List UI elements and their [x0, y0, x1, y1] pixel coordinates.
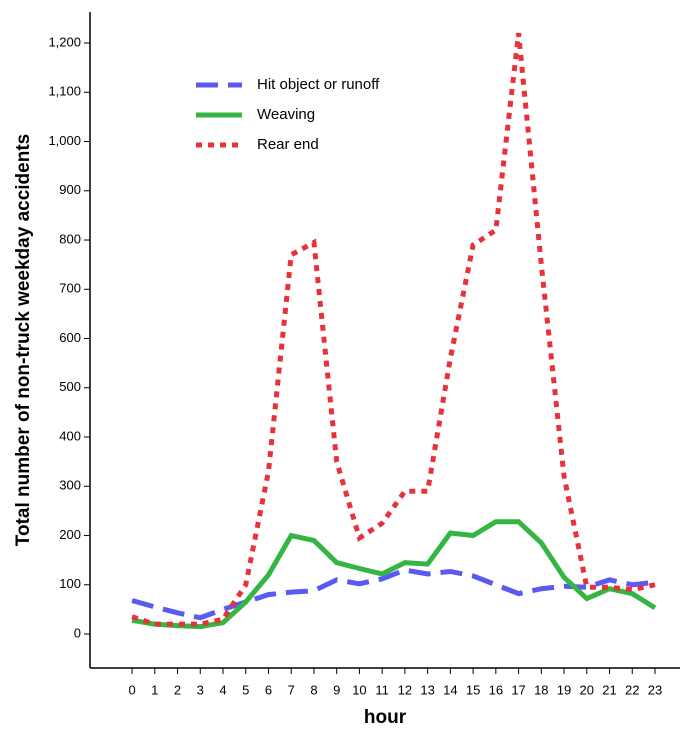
x-tick-label: 8	[310, 682, 317, 697]
x-tick-label: 9	[333, 682, 340, 697]
y-tick-label: 300	[59, 478, 81, 493]
x-tick-label: 18	[534, 682, 548, 697]
x-axis-label: hour	[364, 707, 407, 728]
series-line	[131, 32, 656, 627]
x-tick-label: 10	[352, 682, 366, 697]
x-tick-label: 0	[128, 682, 135, 697]
y-tick-label: 1,000	[48, 133, 81, 148]
x-tick-label: 1	[151, 682, 158, 697]
y-tick-label: 0	[74, 625, 81, 640]
x-tick-label: 21	[602, 682, 616, 697]
x-tick-label: 4	[219, 682, 226, 697]
x-tick-label: 17	[511, 682, 525, 697]
y-tick-label: 900	[59, 182, 81, 197]
series-line	[131, 519, 657, 630]
x-tick-label: 13	[420, 682, 434, 697]
legend-label: Hit object or runoff	[257, 76, 380, 93]
legend-label: Rear end	[257, 136, 319, 153]
x-tick-label: 23	[648, 682, 662, 697]
y-tick-label: 400	[59, 428, 81, 443]
y-tick-label: 100	[59, 576, 81, 591]
y-tick-label: 700	[59, 281, 81, 296]
y-tick-label: 1,100	[48, 84, 81, 99]
series-line	[131, 567, 656, 621]
x-tick-label: 11	[375, 682, 389, 697]
y-tick-label: 500	[59, 379, 81, 394]
y-axis-label: Total number of non-truck weekday accide…	[13, 134, 34, 546]
x-tick-label: 12	[398, 682, 412, 697]
y-tick-label: 600	[59, 330, 81, 345]
x-tick-label: 6	[265, 682, 272, 697]
x-tick-label: 7	[288, 682, 295, 697]
x-tick-label: 20	[580, 682, 594, 697]
x-tick-label: 16	[489, 682, 503, 697]
y-tick-label: 1,200	[48, 34, 81, 49]
x-tick-label: 14	[443, 682, 457, 697]
y-tick-label: 800	[59, 231, 81, 246]
legend-label: Weaving	[257, 106, 315, 123]
x-tick-label: 19	[557, 682, 571, 697]
x-tick-label: 5	[242, 682, 249, 697]
x-tick-label: 2	[174, 682, 181, 697]
x-tick-label: 3	[197, 682, 204, 697]
x-tick-label: 22	[625, 682, 639, 697]
y-tick-label: 200	[59, 527, 81, 542]
x-tick-label: 15	[466, 682, 480, 697]
